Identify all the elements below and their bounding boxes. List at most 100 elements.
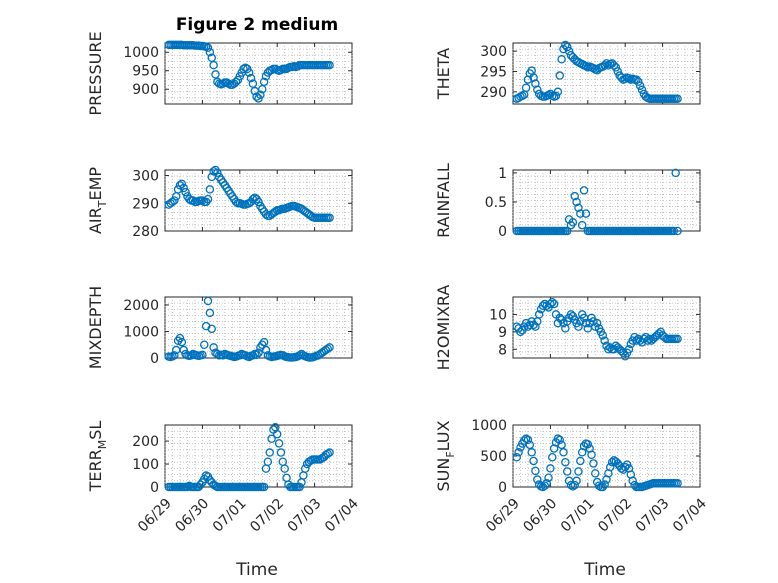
data-point: [600, 336, 609, 345]
data-point: [671, 168, 680, 178]
data-point: [635, 81, 645, 90]
x-tick-label: 07/01: [558, 496, 598, 536]
data-point: [254, 348, 263, 357]
data-series: [512, 297, 682, 361]
data-point: [561, 40, 570, 50]
y-tick-label: 500: [480, 449, 507, 465]
data-point: [265, 448, 274, 457]
data-series: [164, 423, 334, 492]
data-point: [555, 435, 565, 445]
data-point: [557, 440, 566, 450]
data-point: [562, 467, 572, 476]
subplot-h2omixra: 89 10 H2OMIXRA: [434, 285, 701, 371]
data-point: [533, 85, 542, 95]
y-axis-label: SUNFLUX: [434, 420, 457, 491]
data-point: [207, 324, 216, 334]
data-point: [177, 179, 187, 189]
data-point: [598, 331, 608, 340]
y-tick-label: 290: [132, 196, 159, 212]
data-point: [546, 299, 555, 309]
data-point: [620, 462, 630, 472]
data-point: [534, 310, 544, 319]
y-tick-label: 295: [480, 64, 507, 80]
data-point: [637, 85, 647, 95]
data-point: [256, 90, 265, 100]
data-point: [613, 67, 622, 76]
data-point: [521, 434, 531, 443]
data-point: [553, 434, 563, 443]
data-point: [259, 77, 269, 87]
x-tick-label: 07/02: [595, 496, 635, 536]
data-point: [566, 480, 576, 490]
subplot-sun_flux: 0 500 1000 SUNFLUX 06/2906/3007/0107/0207/03…: [434, 418, 710, 535]
x-tick-label: 06/29: [483, 496, 523, 536]
data-point: [203, 43, 213, 53]
data-point: [576, 456, 585, 466]
data-point: [600, 480, 609, 489]
data-point: [570, 191, 579, 201]
x-axis-label-left: Time: [235, 560, 278, 580]
data-point: [523, 435, 533, 445]
data-point: [521, 83, 531, 92]
data-point: [518, 91, 527, 101]
y-tick-label: 300: [480, 44, 507, 60]
grid-lines: [512, 170, 701, 231]
data-point: [546, 464, 555, 473]
y-tick-label: 10: [489, 307, 507, 323]
data-point: [205, 185, 215, 194]
data-point: [607, 457, 617, 467]
subplot-pressure: 900 950 1000 PRESSURE: [86, 31, 353, 116]
data-point: [673, 479, 682, 488]
subplot-theta: 290 295 300 THETA: [434, 40, 701, 105]
data-point: [572, 197, 581, 207]
y-tick-label: 0.5: [485, 195, 507, 211]
data-series: [512, 434, 682, 492]
y-axis-label: THETA: [434, 48, 453, 100]
data-point: [252, 350, 261, 360]
data-point: [602, 59, 611, 68]
data-series: [512, 168, 682, 236]
y-axis-label: H2OMIXRA: [434, 285, 453, 371]
data-point: [594, 481, 604, 491]
data-point: [529, 456, 538, 466]
data-point: [609, 61, 619, 70]
y-tick-label: 2000: [123, 298, 159, 314]
data-point: [525, 440, 535, 450]
y-tick-label: 900: [132, 82, 159, 98]
grid-lines: [164, 425, 353, 487]
data-point: [587, 450, 596, 460]
data-point: [205, 308, 215, 318]
data-point: [628, 476, 637, 486]
data-series: [164, 165, 334, 222]
data-point: [583, 439, 593, 449]
data-point: [512, 452, 521, 462]
data-point: [231, 197, 241, 207]
data-point: [263, 457, 273, 466]
y-tick-label: 280: [132, 224, 159, 240]
data-point: [170, 196, 179, 205]
x-tick-label: 07/04: [670, 496, 710, 536]
data-point: [581, 61, 591, 71]
data-point: [598, 482, 608, 492]
data-point: [574, 467, 583, 476]
data-point: [557, 55, 566, 64]
data-point: [246, 73, 256, 83]
data-point: [325, 343, 334, 352]
y-tick-label: 200: [132, 434, 159, 450]
data-point: [205, 47, 215, 57]
data-point: [562, 42, 572, 52]
data-point: [261, 345, 271, 355]
data-series: [164, 296, 334, 362]
data-point: [244, 68, 254, 77]
data-point: [200, 340, 209, 349]
data-point: [198, 196, 207, 205]
data-point: [209, 60, 218, 70]
data-point: [564, 46, 574, 56]
data-point: [267, 434, 276, 444]
y-axis-label: RAINFALL: [434, 163, 453, 238]
data-point: [673, 226, 682, 236]
data-point: [325, 213, 334, 222]
y-tick-label: 9: [498, 325, 507, 341]
data-point: [276, 448, 286, 457]
